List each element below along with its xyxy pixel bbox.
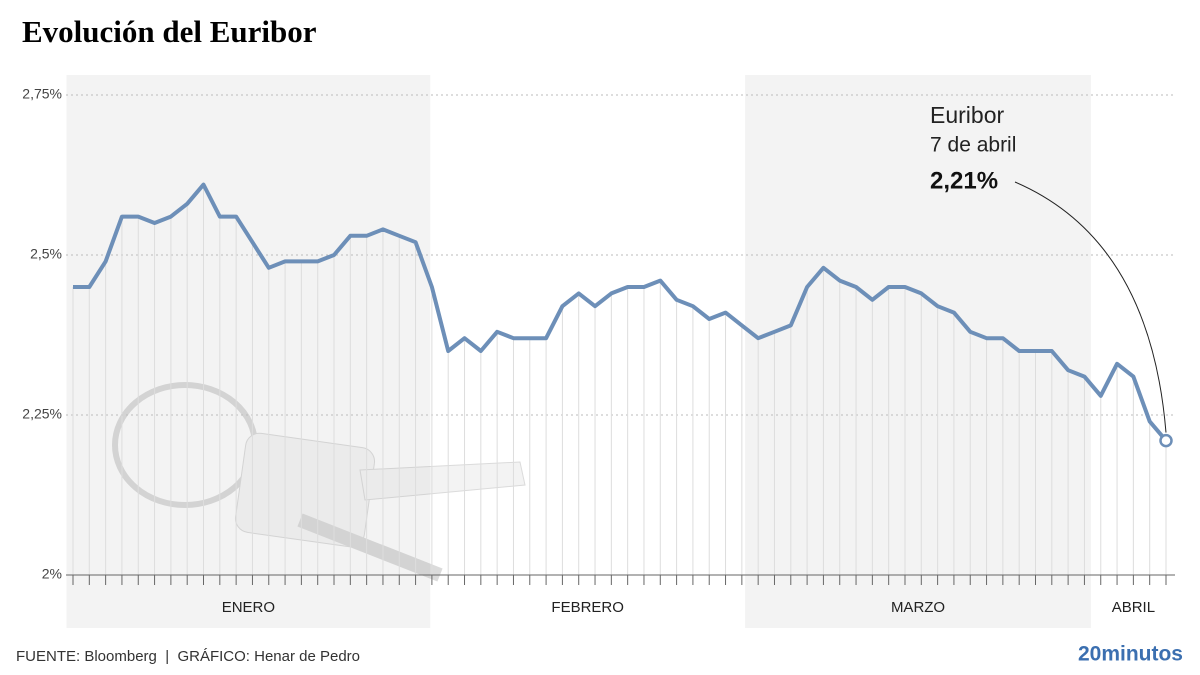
month-band (66, 75, 431, 628)
annotation-connector (1014, 181, 1167, 433)
chart-title: Evolución del Euribor (22, 14, 317, 49)
brand: 20minutos (1078, 643, 1183, 666)
annotation-value: 2,21% (930, 167, 998, 194)
y-tick-label: 2,25% (22, 406, 62, 422)
month-label: FEBRERO (551, 599, 624, 616)
month-label: ENERO (222, 599, 275, 616)
month-label: ABRIL (1112, 599, 1155, 616)
month-label: MARZO (891, 599, 945, 616)
y-tick-label: 2,75% (22, 86, 62, 102)
end-point (1159, 433, 1173, 448)
y-tick-label: 2% (42, 566, 62, 582)
annotation-date: 7 de abril (930, 134, 1016, 157)
keys-illustration (112, 382, 526, 582)
line (73, 182, 1168, 442)
y-tick-label: 2,5% (30, 246, 62, 262)
source: FUENTE: Bloomberg | GRÁFICO: Henar de Pe… (16, 648, 360, 665)
annotation-name: Euribor (930, 102, 1004, 128)
